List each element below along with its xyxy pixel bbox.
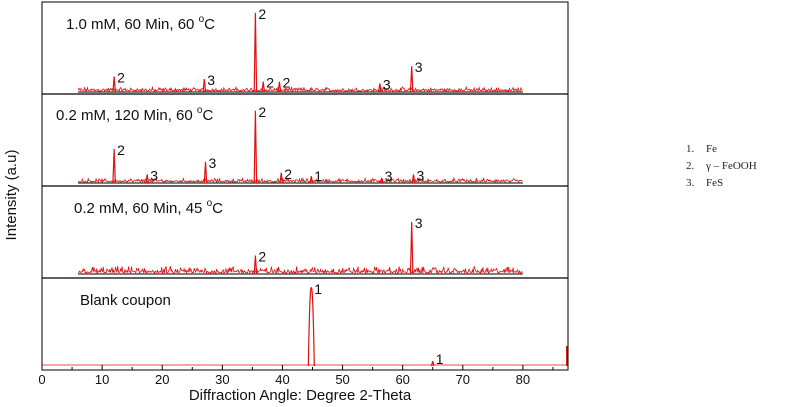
peak-label: 1 (436, 351, 444, 367)
legend-item-label: Fe (706, 143, 717, 155)
peak-label: 3 (415, 215, 423, 231)
peak-line (253, 12, 258, 93)
peak-line (112, 148, 116, 184)
panel-label: 0.2 mM, 60 Min, 45 oC (74, 198, 223, 217)
y-axis-label: Intensity (a.u) (3, 150, 20, 241)
peak-line (253, 255, 258, 275)
peak-label: 2 (258, 6, 266, 22)
peak-line (112, 76, 116, 93)
peak-label: 3 (417, 168, 425, 184)
peak-line (379, 177, 384, 184)
peak-label: 3 (150, 168, 158, 184)
peak-label: 2 (117, 70, 125, 86)
peak-line (409, 66, 414, 93)
peak-line (411, 174, 416, 184)
peak-line (279, 172, 284, 184)
xrd-traces (42, 12, 568, 367)
peak-line (378, 83, 382, 93)
x-tick-label: 80 (516, 372, 530, 387)
legend-item-label: FeS (706, 177, 723, 189)
peak-label: 2 (284, 166, 292, 182)
peak-label: 3 (209, 155, 217, 171)
peak-line (309, 176, 314, 184)
peak-label: 2 (117, 142, 125, 158)
peak-label: 2 (258, 249, 266, 265)
x-axis: 0 10 20 30 40 50 60 70 80 (38, 365, 554, 387)
noise-trace (77, 265, 523, 275)
panel-labels: 1.0 mM, 60 Min, 60 oC 0.2 mM, 120 Min, 60… (56, 14, 223, 309)
legend: 1. Fe 2. γ – FeOOH 3. FeS (686, 143, 757, 189)
peak-line (277, 81, 282, 93)
legend-item-number: 3. (686, 177, 695, 189)
peak-label: 3 (385, 168, 393, 184)
peak-label: 3 (207, 72, 215, 88)
x-tick-label: 40 (275, 372, 289, 387)
legend-item-label: γ – FeOOH (705, 160, 757, 172)
x-tick-label: 20 (155, 372, 169, 387)
peak-label: 2 (258, 104, 266, 120)
peak-line (202, 79, 207, 93)
peak-line (253, 110, 258, 184)
x-tick-label: 10 (95, 372, 109, 387)
peak-label: 2 (266, 75, 274, 91)
x-tick-label: 0 (38, 372, 45, 387)
x-tick-label: 30 (215, 372, 229, 387)
peak-label: 2 (282, 75, 290, 91)
peak-label: 3 (415, 59, 423, 75)
x-axis-label: Diffraction Angle: Degree 2-Theta (189, 387, 412, 404)
peak-line (409, 221, 414, 275)
x-tick-label: 50 (335, 372, 349, 387)
peak-line (430, 360, 435, 367)
peak-line (261, 81, 266, 93)
panel-label: 0.2 mM, 120 Min, 60 oC (56, 105, 213, 124)
peak-line (145, 174, 149, 184)
peak-label: 1 (314, 281, 322, 297)
peak-line (203, 161, 208, 184)
peak-label: 1 (314, 168, 322, 184)
peak-line (307, 287, 315, 367)
x-tick-label: 70 (456, 372, 470, 387)
panel-label: Blank coupon (80, 292, 171, 309)
noise-trace (77, 85, 523, 93)
peak-label: 3 (383, 76, 391, 92)
plot-frame (41, 1, 569, 371)
panel-label: 1.0 mM, 60 Min, 60 oC (66, 14, 215, 33)
x-tick-label: 60 (395, 372, 409, 387)
noise-trace (78, 176, 523, 184)
legend-item-number: 1. (686, 143, 695, 155)
legend-item-number: 2. (686, 160, 695, 172)
